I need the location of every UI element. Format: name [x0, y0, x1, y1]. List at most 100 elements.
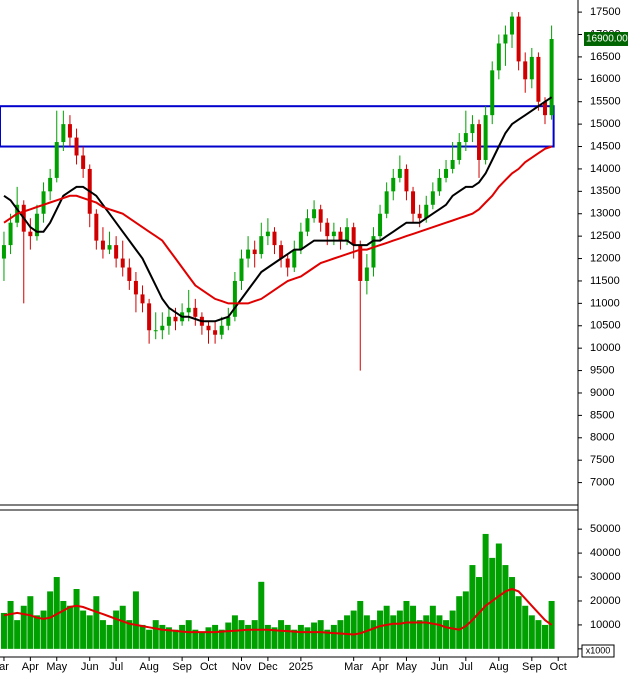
y-tick-label: 40000 — [590, 547, 621, 559]
candle-body — [213, 330, 218, 335]
candle-body — [331, 231, 336, 237]
x-tick-label: May — [396, 661, 417, 673]
candle-body — [477, 124, 482, 160]
candle-body — [28, 231, 33, 237]
candle-body — [54, 142, 59, 178]
y-tick-label: 50000 — [590, 523, 621, 535]
volume-bar — [152, 620, 159, 649]
candle-body — [424, 204, 429, 219]
y-tick-label: 11000 — [590, 297, 620, 309]
candle-body — [61, 124, 66, 143]
volume-bar — [225, 622, 232, 649]
volume-bar — [0, 612, 7, 649]
candle-body — [67, 124, 72, 138]
x-tick-label: Apr — [371, 661, 388, 673]
volume-bar — [416, 620, 423, 649]
volume-bar — [99, 620, 106, 649]
candle-body — [8, 222, 13, 246]
candle-body — [246, 249, 251, 259]
volume-bar — [27, 596, 34, 649]
candle-body — [186, 307, 191, 313]
candle-body — [193, 307, 198, 317]
y-tick-label: 7000 — [590, 477, 614, 489]
volume-bar — [396, 610, 403, 649]
volume-bar — [179, 624, 186, 649]
scale-note-box — [581, 644, 615, 658]
candle-body — [450, 159, 455, 169]
x-tick-label: Mar — [344, 661, 363, 673]
volume-bar — [377, 610, 384, 649]
candle-body — [173, 316, 178, 322]
volume-bar — [73, 589, 80, 649]
volume-bar — [291, 629, 298, 649]
volume-bar — [172, 629, 179, 649]
moving-average-line — [3, 145, 552, 305]
candle-body — [411, 191, 416, 214]
y-tick-label: 10000 — [590, 619, 621, 631]
volume-bar — [535, 620, 542, 649]
volume-bar — [390, 615, 397, 649]
volume-bar — [185, 620, 192, 649]
candle-body — [226, 316, 231, 326]
candle-body — [404, 168, 409, 192]
candle-body — [463, 133, 468, 143]
x-tick-label: Dec — [258, 661, 278, 673]
candle-body — [345, 227, 350, 241]
volume-bar — [126, 620, 133, 649]
candle-body — [444, 168, 449, 178]
candle-body — [496, 43, 501, 71]
y-tick-label: 11500 — [590, 275, 620, 287]
candle-body — [523, 61, 528, 80]
y-tick-label: 13500 — [590, 185, 621, 197]
x-tick-label: Jul — [459, 661, 473, 673]
candle-body — [94, 213, 99, 241]
volume-bar — [93, 596, 100, 649]
y-tick-label: 9000 — [590, 387, 614, 399]
candle-body — [430, 191, 435, 205]
volume-bar — [7, 600, 14, 649]
volume-bar — [251, 620, 258, 649]
volume-bar — [330, 624, 337, 649]
volume-bar — [317, 620, 324, 649]
y-tick-label: 17500 — [590, 6, 621, 18]
candle-body — [312, 209, 317, 219]
y-tick-label: 8000 — [590, 432, 614, 444]
volume-bar — [370, 620, 377, 649]
volume-bar — [304, 627, 311, 649]
candle-body — [232, 280, 237, 317]
candle-body — [437, 177, 442, 192]
volume-bar — [284, 624, 291, 649]
y-tick-label: 7500 — [590, 454, 614, 466]
volume-bar — [238, 620, 245, 649]
volume-bar — [469, 565, 476, 649]
candle-body — [127, 267, 132, 281]
candle-body — [239, 258, 244, 281]
candle-body — [536, 56, 541, 102]
candle-body — [417, 213, 422, 219]
volume-bar — [350, 610, 357, 649]
volume-bar — [80, 610, 87, 649]
candle-body — [219, 325, 224, 335]
x-tick-label: Apr — [22, 661, 39, 673]
candle-body — [147, 303, 152, 331]
candle-body — [384, 191, 389, 214]
volume-bar — [515, 596, 522, 649]
volume-bar — [212, 624, 219, 649]
volume-bar — [113, 610, 120, 649]
volume-bar — [324, 629, 331, 649]
moving-average-line — [3, 587, 553, 636]
x-tick-label: Jul — [109, 661, 123, 673]
volume-bar — [502, 565, 509, 649]
candle-body — [318, 209, 323, 223]
volume-bar — [86, 615, 93, 649]
candle-body — [114, 245, 119, 259]
moving-average-line — [3, 96, 553, 323]
volume-bar — [192, 629, 199, 649]
volume-bar — [344, 615, 351, 649]
candle-body — [483, 115, 488, 160]
volume-bar — [522, 605, 529, 649]
volume-bar — [146, 629, 153, 649]
volume-bar — [410, 605, 417, 649]
candle-body — [41, 191, 46, 214]
y-tick-label: 13000 — [590, 208, 621, 220]
